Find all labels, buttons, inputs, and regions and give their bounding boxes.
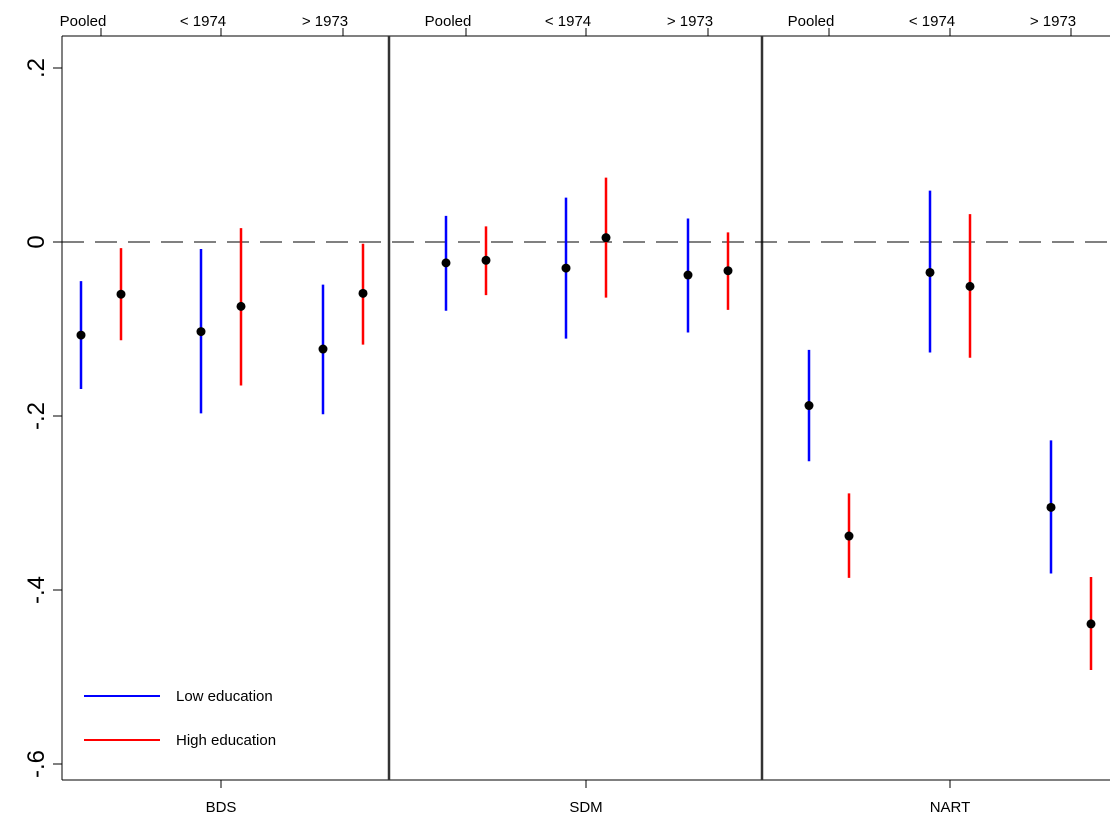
top-tick-label: < 1974 [545, 13, 591, 30]
estimate-point [844, 531, 854, 541]
estimate-point [1086, 619, 1096, 629]
panel-label: NART [930, 799, 971, 816]
top-tick-label: < 1974 [909, 13, 955, 30]
top-tick-label: Pooled [788, 13, 835, 30]
y-tick-label: 0 [23, 235, 50, 248]
legend-label: High education [176, 732, 276, 749]
estimate-point [481, 255, 491, 265]
estimate-point [683, 270, 693, 280]
estimate-point [358, 288, 368, 298]
y-tick-label: -.4 [23, 576, 50, 604]
y-tick-label: -.6 [23, 750, 50, 778]
top-tick-label: > 1973 [1030, 13, 1076, 30]
top-tick-label: > 1973 [667, 13, 713, 30]
legend-label: Low education [176, 688, 273, 705]
estimate-point [196, 327, 206, 337]
panel-label: BDS [206, 799, 237, 816]
y-tick-label: -.2 [23, 402, 50, 430]
estimate-point [76, 330, 86, 340]
estimate-point [804, 401, 814, 411]
estimate-point [318, 344, 328, 354]
estimate-point [601, 233, 611, 243]
top-tick-label: < 1974 [180, 13, 226, 30]
top-tick-label: Pooled [425, 13, 472, 30]
top-tick-label: Pooled [60, 13, 107, 30]
estimate-point [441, 258, 451, 268]
estimate-point [965, 281, 975, 291]
estimate-point [236, 301, 246, 311]
estimate-point [925, 267, 935, 277]
estimate-point [1046, 502, 1056, 512]
top-tick-label: > 1973 [302, 13, 348, 30]
y-tick-label: .2 [23, 58, 50, 78]
panel-label: SDM [569, 799, 602, 816]
estimate-point [561, 263, 571, 273]
estimate-point [116, 289, 126, 299]
estimate-point [723, 266, 733, 276]
